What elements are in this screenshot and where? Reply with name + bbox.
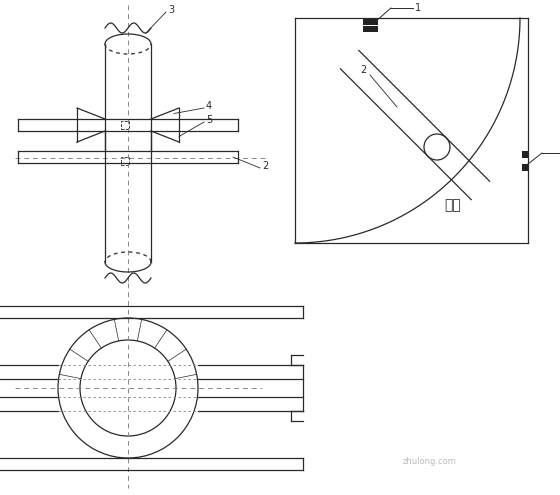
Bar [522,164,528,171]
Bar [363,26,378,32]
Bar [522,151,528,158]
Text: zhulong.com: zhulong.com [403,457,457,466]
Text: 3: 3 [168,5,174,15]
Bar [121,121,129,129]
Bar [121,157,129,165]
Text: 4: 4 [206,101,212,111]
Text: 管井: 管井 [445,198,461,212]
Text: 2: 2 [360,65,366,75]
Bar [363,19,378,25]
Text: 5: 5 [206,115,212,125]
Text: 1: 1 [415,3,421,13]
Text: 2: 2 [262,161,268,171]
